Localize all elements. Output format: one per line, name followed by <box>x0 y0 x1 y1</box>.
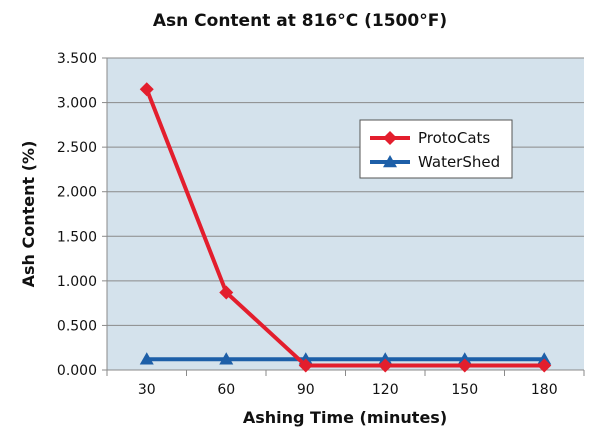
data-point <box>139 82 154 97</box>
y-axis: 0.000 0.500 1.000 1.500 2.000 2.500 3.000 3.500 <box>57 51 108 379</box>
x-tick-label: 60 <box>217 382 235 398</box>
x-tick-label: 180 <box>531 382 558 398</box>
y-tick-label: 3.500 <box>57 51 97 67</box>
data-point <box>139 352 154 365</box>
legend-items: ProtoCats WaterShed <box>370 129 500 171</box>
data-point <box>457 358 472 373</box>
data-point <box>383 131 397 145</box>
y-tick-label: 1.500 <box>57 229 97 245</box>
x-tick-label: 90 <box>297 382 315 398</box>
y-tick-label: 0.500 <box>57 318 97 334</box>
y-axis-label: Ash Content (%) <box>19 141 38 288</box>
legend-box <box>359 119 513 179</box>
data-point <box>383 155 397 168</box>
y-tick-label: 2.000 <box>57 185 97 201</box>
data-point <box>537 352 552 365</box>
data-point <box>219 352 234 365</box>
data-point <box>378 358 393 373</box>
data-point <box>298 358 313 373</box>
x-tick-label: 30 <box>138 382 156 398</box>
data-point <box>378 352 393 365</box>
y-tick-label: 0.000 <box>57 363 97 379</box>
data-point <box>457 352 472 365</box>
legend: ProtoCats WaterShed <box>359 119 513 179</box>
x-axis-label: Ashing Time (minutes) <box>243 408 447 427</box>
plot-area <box>107 58 584 370</box>
legend-label: WaterShed <box>418 153 500 171</box>
series-layer <box>139 82 552 373</box>
y-tick-label: 3.000 <box>57 96 97 112</box>
x-tick-label: 150 <box>451 382 478 398</box>
x-axis: 30 60 90 120 150 180 <box>106 369 585 398</box>
data-point <box>219 285 234 300</box>
y-tick-label: 1.000 <box>57 274 97 290</box>
data-point <box>537 358 552 373</box>
series-line <box>144 88 545 368</box>
y-tick-label: 2.500 <box>57 140 97 156</box>
x-tick-label: 120 <box>372 382 399 398</box>
chart-title: Asn Content at 816°C (1500°F) <box>153 11 447 31</box>
legend-label: ProtoCats <box>418 129 490 147</box>
